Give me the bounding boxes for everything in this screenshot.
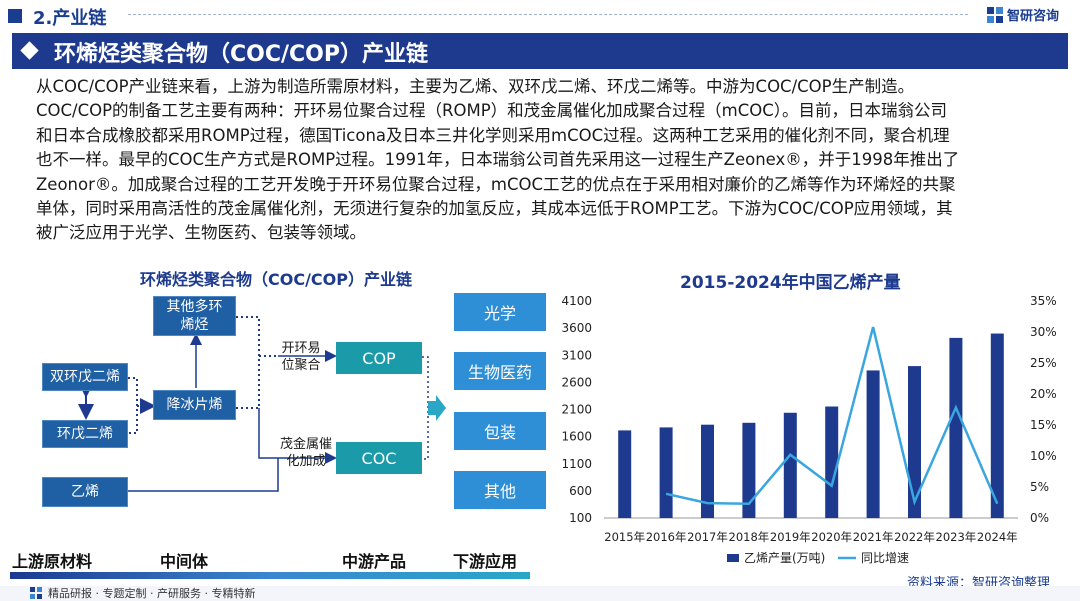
intermediate-box-polycyclic: 其他多环烯烃 [153, 296, 236, 336]
x-tick-label: 2016年 [646, 530, 687, 544]
flow-title: 环烯烃类聚合物（COC/COP）产业链 [140, 270, 413, 289]
y-right-tick-label: 5% [1030, 480, 1049, 494]
y-right-tick-label: 15% [1030, 418, 1057, 432]
paragraph-line: 单体，同时采用高活性的茂金属催化剂，无须进行复杂的加氢反应，其成本远低于ROMP… [36, 199, 953, 219]
title-banner: 环烯烃类聚合物（COC/COP）产业链 [12, 33, 1068, 69]
stage-label-intermediate: 中间体 [160, 552, 209, 571]
footer-bar: 精品研报 · 专题定制 · 产研服务 · 专精特新 [0, 586, 1080, 601]
bar [701, 424, 714, 518]
brand-mark-icon [987, 6, 1003, 23]
section-square-icon [8, 9, 22, 23]
dotted-connector [236, 316, 260, 409]
y-left-tick-label: 3100 [561, 348, 592, 362]
flow-connectors [78, 316, 446, 492]
process-link-line [128, 458, 279, 492]
stage-label-midstream: 中游产品 [342, 552, 407, 571]
x-tick-label: 2022年 [894, 530, 935, 544]
y-left-tick-label: 100 [569, 511, 592, 525]
x-tick-label: 2021年 [853, 530, 894, 544]
bar [659, 427, 673, 518]
section-divider [128, 14, 968, 15]
x-tick-label: 2019年 [770, 530, 811, 544]
y-left-tick-label: 2600 [561, 375, 592, 389]
paragraph-line: Zeonor®。加成聚合过程的工艺开发晚于开环易位聚合过程，mCOC工艺的优点在… [36, 174, 956, 194]
paragraph-line: 也不一样。最早的COC生产方式是ROMP过程。1991年，日本瑞翁公司首先采用这… [36, 150, 960, 170]
flow-arrow-icon [428, 395, 446, 421]
intermediate-box-norbornene: 降冰片烯 [153, 390, 236, 420]
y-right-tick-label: 35% [1030, 294, 1057, 308]
dotted-connector [128, 377, 138, 434]
process-link-line [258, 408, 337, 464]
y-right-tick-label: 0% [1030, 511, 1049, 525]
process-label-romp: 开环易位聚合 [281, 341, 321, 373]
top-bar: 2.产业链 智研咨询 [0, 0, 1080, 30]
x-tick-label: 2015年 [604, 530, 645, 544]
bar [825, 406, 839, 518]
process-label-mcoc: 茂金属催化加成 [279, 437, 332, 469]
paragraph-line: 从COC/COP产业链来看，上游为制造所需原材料，主要为乙烯、双环戊二烯、环戊二… [36, 77, 915, 96]
y-left-tick-label: 1100 [561, 457, 592, 471]
stage-label-downstream: 下游应用 [453, 552, 518, 571]
x-tick-label: 2020年 [811, 530, 852, 544]
legend-bar-label: 乙烯产量(万吨) [744, 551, 825, 565]
application-box-other: 其他 [454, 471, 546, 509]
chart-title: 2015-2024年中国乙烯产量 [680, 273, 901, 293]
y-left-tick-label: 3600 [561, 321, 592, 335]
application-box-biomedicine: 生物医药 [454, 352, 546, 390]
ethylene-production-chart: 100 600 1100 1600 2100 2600 3100 3600 4100 0% 5% 10… [561, 294, 1057, 565]
y-right-tick-label: 25% [1030, 356, 1057, 370]
x-tick-label: 2024年 [977, 530, 1018, 544]
bar [990, 333, 1004, 518]
y-left-tick-label: 600 [569, 484, 592, 498]
legend-bar-swatch [727, 554, 739, 562]
paragraph-line: 被广泛应用于光学、生物医药、包装等领域。 [36, 223, 366, 243]
product-box-coc: COC [336, 442, 422, 474]
y-left-tick-label: 1600 [561, 430, 592, 444]
paragraph-line: 和日本合成橡胶都采用ROMP过程，德国Ticona及日本三井化学则采用mCOC过… [36, 125, 950, 145]
y-left-tick-label: 4100 [561, 294, 592, 308]
bar [908, 366, 921, 518]
application-box-packaging: 包装 [454, 412, 546, 450]
y-left-tick-label: 2100 [561, 403, 592, 417]
x-tick-label: 2018年 [729, 530, 770, 544]
application-box-optics: 光学 [454, 293, 546, 331]
paragraph-line: COC/COP的制备工艺主要有两种：开环易位聚合过程（ROMP）和茂金属催化加成… [36, 101, 948, 121]
y-right-tick-label: 20% [1030, 387, 1057, 401]
y-right-tick-label: 30% [1030, 325, 1057, 339]
brand-name: 智研咨询 [1007, 9, 1060, 24]
x-tick-label: 2017年 [687, 530, 728, 544]
bar [618, 430, 632, 518]
upstream-box-cyclopentadiene: 环戊二烯 [42, 420, 128, 448]
section-title: 2.产业链 [33, 8, 107, 29]
product-box-cop: COP [336, 342, 422, 374]
bar [949, 337, 963, 518]
intro-paragraph: 从COC/COP产业链来看，上游为制造所需原材料，主要为乙烯、双环戊二烯、环戊二… [36, 75, 1050, 246]
dotted-connector [422, 356, 429, 460]
legend-line-label: 同比增速 [861, 551, 909, 565]
upstream-box-ethylene: 乙烯 [42, 477, 128, 507]
bar [783, 412, 797, 518]
upstream-box-dicyclopentadiene: 双环戊二烯 [42, 363, 128, 391]
y-right-tick-label: 10% [1030, 449, 1057, 463]
page-title: 环烯烃类聚合物（COC/COP）产业链 [54, 42, 429, 67]
bar [742, 422, 756, 518]
stage-label-upstream: 上游原材料 [12, 552, 93, 571]
footer-logo-icon [30, 587, 42, 599]
brand-logo: 智研咨询 [986, 5, 1059, 24]
footer-text: 精品研报 · 专题定制 · 产研服务 · 专精特新 [48, 587, 256, 600]
x-tick-label: 2023年 [936, 530, 977, 544]
stage-bar [10, 572, 530, 579]
bar [866, 370, 880, 518]
